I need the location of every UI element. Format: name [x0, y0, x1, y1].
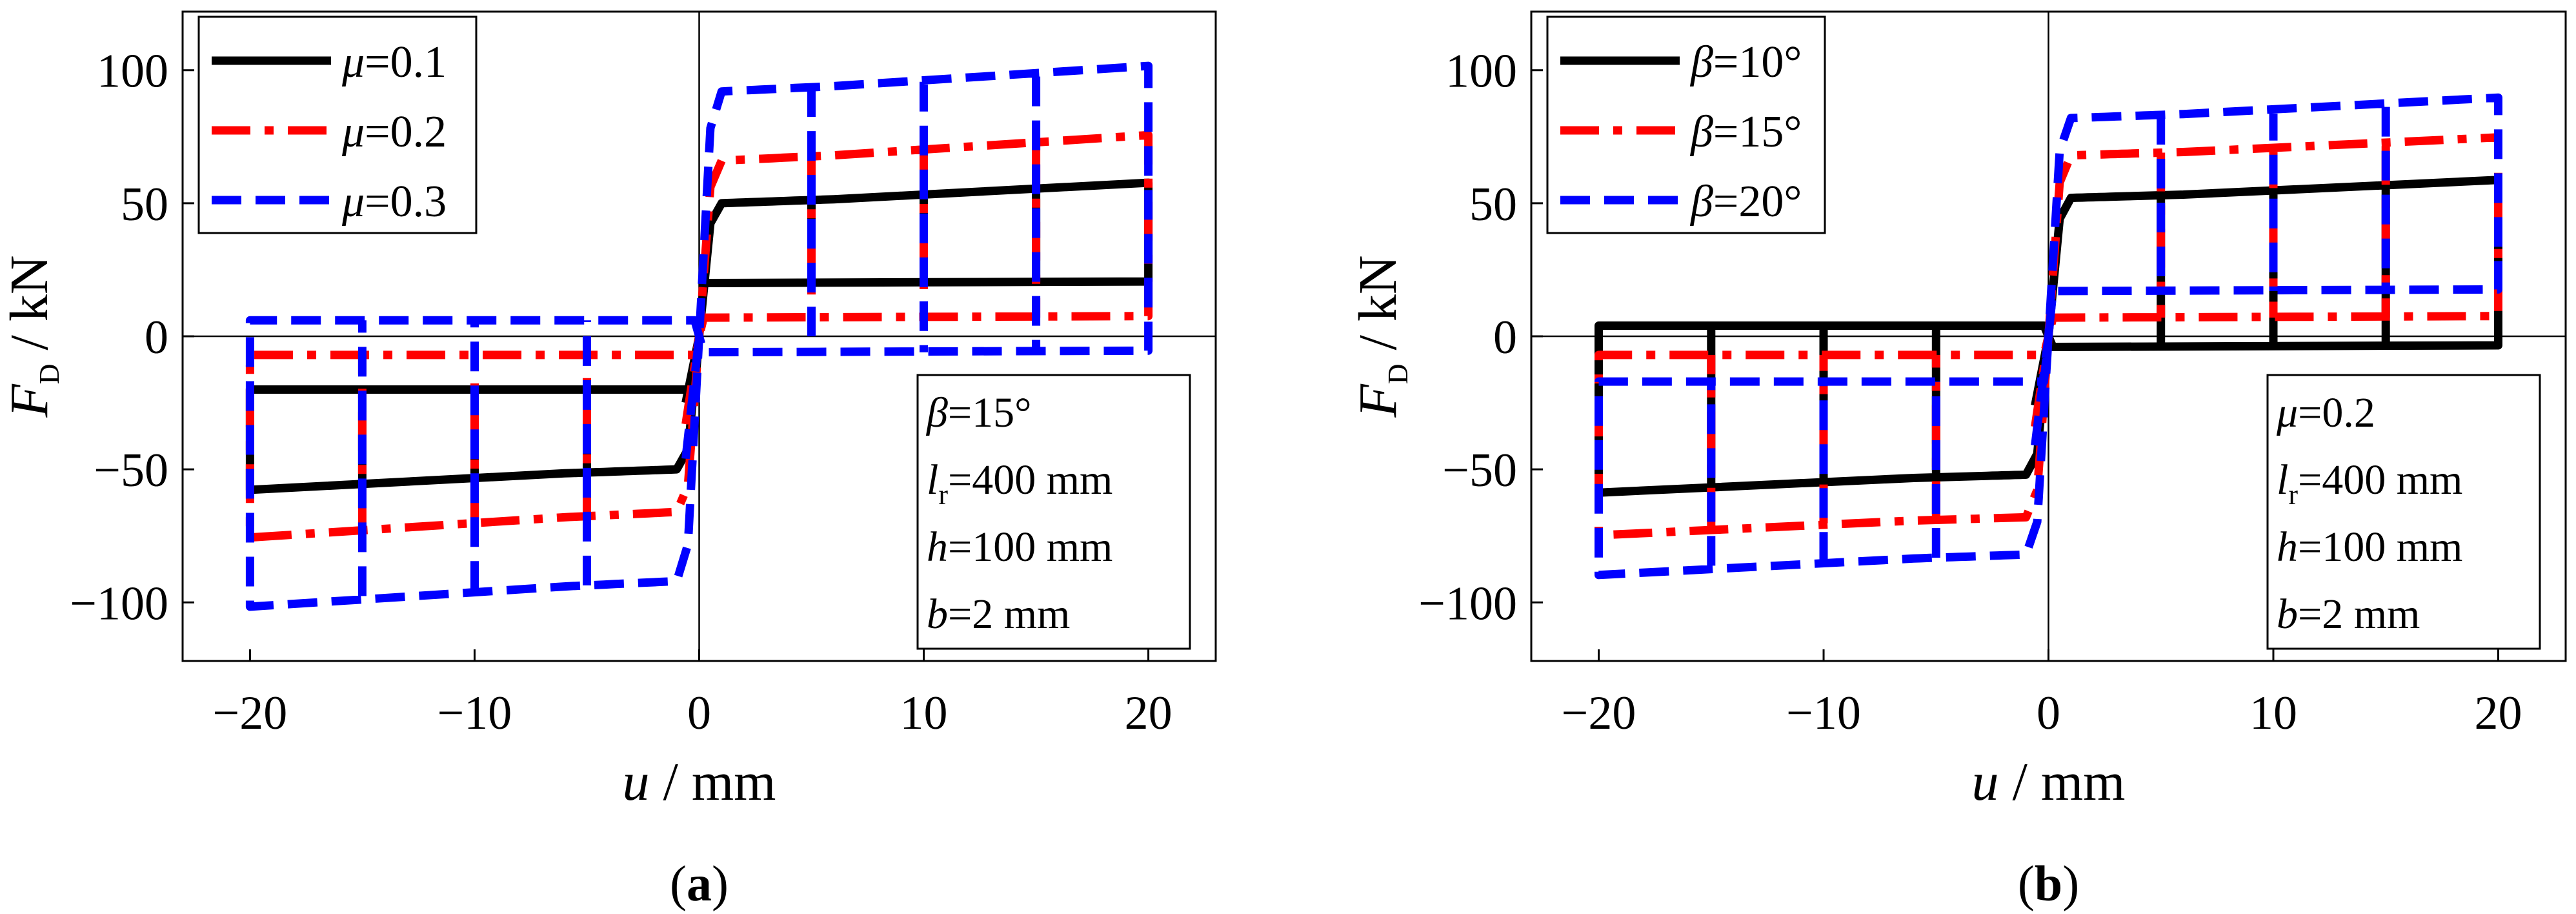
legend-label-1: β=10°: [1689, 37, 1802, 87]
y-tick-label: −50: [94, 444, 168, 497]
y-tick-label: 50: [121, 178, 168, 231]
panel-label: (a): [670, 855, 729, 911]
parameter-line-1: μ=0.2: [2276, 389, 2375, 436]
parameter-line-4: b=2 mm: [927, 591, 1070, 638]
legend-label-3: μ=0.3: [341, 177, 447, 227]
legend-label-2: β=15°: [1689, 107, 1802, 157]
y-tick-label: 50: [1469, 178, 1517, 231]
y-tick-label: 0: [145, 311, 168, 364]
parameter-line-3: h=100 mm: [927, 523, 1112, 571]
parameter-box: [2266, 374, 2541, 650]
y-tick-label: 100: [97, 45, 168, 98]
parameter-line-4: b=2 mm: [2277, 591, 2420, 638]
panel-label: (b): [2018, 855, 2079, 911]
y-axis-label: FD / kN: [0, 255, 65, 418]
x-axis-label: u / mm: [1971, 752, 2125, 812]
parameter-line-2: lr=400 mm: [927, 456, 1112, 511]
y-tick-label: −50: [1442, 444, 1517, 497]
x-tick-label: −10: [1786, 687, 1861, 740]
parameter-line-1: β=15°: [925, 389, 1032, 436]
y-tick-label: −100: [70, 577, 168, 630]
x-tick-label: 10: [900, 687, 948, 740]
x-tick-label: 0: [2037, 687, 2060, 740]
x-tick-label: 20: [1125, 687, 1172, 740]
legend-label-1: μ=0.1: [341, 37, 447, 87]
y-tick-label: 100: [1445, 45, 1517, 98]
legend-label-3: β=20°: [1689, 177, 1802, 227]
y-tick-label: 0: [1493, 311, 1517, 364]
parameter-box: [916, 374, 1191, 650]
x-axis-label: u / mm: [622, 752, 776, 812]
parameter-line-2: lr=400 mm: [2277, 456, 2462, 511]
series-curve-3: [1595, 93, 2502, 580]
parameter-line-3: h=100 mm: [2277, 523, 2462, 571]
y-axis-label: FD / kN: [1348, 255, 1414, 418]
x-tick-label: 0: [687, 687, 711, 740]
x-tick-label: −10: [438, 687, 512, 740]
x-tick-label: 10: [2249, 687, 2297, 740]
x-tick-label: −20: [213, 687, 288, 740]
legend-box: [1546, 15, 1826, 234]
x-tick-label: −20: [1562, 687, 1636, 740]
series-curve-3: [245, 61, 1153, 611]
legend-label-2: μ=0.2: [341, 107, 447, 157]
legend-box: [197, 15, 478, 234]
y-tick-label: −100: [1418, 577, 1517, 630]
x-tick-label: 20: [2474, 687, 2522, 740]
